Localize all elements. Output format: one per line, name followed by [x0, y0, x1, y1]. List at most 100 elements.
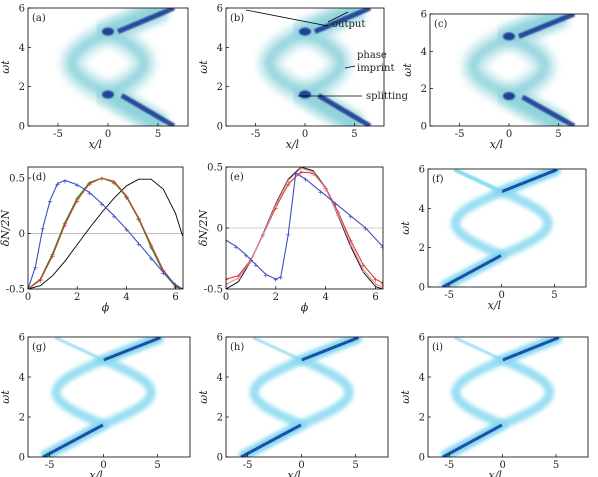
data-point: +: [380, 243, 386, 251]
y-tick-label: 2: [419, 243, 425, 254]
data-point: +: [260, 231, 266, 239]
panel-label: (f): [432, 174, 444, 185]
data-point: +: [335, 209, 341, 217]
x-tick-label: 0: [499, 460, 505, 471]
data-point: +: [293, 170, 299, 178]
data-point: +: [99, 201, 105, 209]
data-point: +: [373, 281, 379, 289]
density-cloud: [67, 8, 166, 126]
data-point: +: [50, 253, 56, 261]
splitting-point: [102, 27, 114, 36]
data-point: +: [40, 225, 46, 233]
data-point: +: [333, 201, 339, 209]
y-tick-label: 0.5: [207, 163, 223, 174]
x-tick-label: 0: [105, 129, 111, 140]
splitting-point: [503, 92, 515, 101]
data-point: +: [47, 197, 53, 205]
data-point: +: [243, 252, 249, 260]
data-point: +: [111, 213, 117, 221]
y-tick-label: 6: [217, 333, 223, 344]
x-tick-label: -5: [251, 129, 261, 140]
data-point: +: [55, 181, 61, 189]
y-tick-label: 6: [19, 4, 25, 15]
y-tick-label: 6: [421, 10, 427, 21]
data-point: +: [236, 273, 242, 281]
output-label: output: [332, 19, 365, 30]
axes-frame: [27, 336, 191, 458]
x-tick-label: -5: [455, 129, 465, 140]
data-point: +: [380, 280, 386, 288]
x-tick-label: 2: [273, 292, 279, 303]
data-point: +: [99, 175, 105, 183]
x-tick-label: 2: [74, 292, 80, 303]
density-cloud: [252, 337, 303, 362]
data-point: +: [25, 286, 31, 294]
x-tick-label: -5: [45, 460, 55, 471]
panel-label: (a): [32, 13, 46, 24]
output-pointer: [245, 9, 329, 27]
data-point: +: [87, 181, 93, 189]
y-tick-label: 6: [217, 4, 223, 15]
x-tick-label: 0: [499, 290, 505, 301]
data-point: +: [273, 204, 279, 212]
y-tick-label: -0.5: [6, 285, 25, 296]
x-tick-label: -5: [444, 460, 454, 471]
x-tick-label: 4: [123, 292, 129, 303]
data-point: +: [148, 255, 154, 263]
data-point: +: [74, 195, 80, 203]
y-tick-label: -0.5: [204, 285, 223, 296]
data-point: +: [32, 264, 38, 272]
data-point: +: [310, 169, 316, 177]
data-point: +: [298, 169, 304, 177]
y-tick-label: 2: [19, 413, 25, 424]
x-tick-label: 5: [555, 129, 561, 140]
data-point: +: [180, 286, 186, 294]
data-point: +: [160, 267, 166, 275]
data-point: +: [285, 231, 291, 239]
y-axis-label: ωt: [401, 63, 414, 77]
plot-area: ++++++++++++++++++++++++++++++++++++++++…: [25, 175, 186, 294]
data-point: +: [360, 262, 366, 270]
y-tick-label: 0: [419, 453, 425, 464]
x-axis-label: x/l: [490, 138, 504, 151]
axes-frame: [225, 336, 389, 458]
x-tick-label: 5: [351, 129, 357, 140]
x-tick-label: -5: [243, 460, 253, 471]
x-tick-label: 5: [154, 460, 160, 471]
dense-edge: [301, 337, 359, 362]
data-point: +: [310, 170, 316, 178]
panel-label: (e): [230, 172, 244, 183]
panel-g: -5 0 5 0 2 4 6 x/l ωt (g): [0, 333, 191, 477]
density-cloud: [453, 169, 503, 194]
data-point: +: [363, 225, 369, 233]
density-cloud: [454, 337, 504, 362]
x-axis-label: x/l: [88, 138, 102, 151]
density-cloud: [440, 337, 562, 457]
plot-area: [258, 8, 372, 126]
series-line-3: [226, 172, 383, 280]
data-point: +: [160, 269, 166, 277]
data-point: +: [253, 262, 259, 270]
y-tick-label: 4: [217, 373, 223, 384]
y-axis-label: ωt: [0, 60, 12, 74]
dense-edge: [501, 169, 558, 193]
y-axis-label: ωt: [399, 221, 412, 235]
data-point: +: [318, 188, 324, 196]
data-point: +: [74, 182, 80, 190]
axes-frame: [27, 166, 184, 290]
x-tick-label: 0: [506, 129, 512, 140]
x-axis-label: x/l: [287, 469, 301, 477]
axes-frame: [427, 168, 587, 288]
data-point: +: [223, 276, 229, 284]
data-point: +: [180, 286, 186, 294]
data-point: +: [123, 193, 129, 201]
x-tick-label: 0: [100, 460, 106, 471]
data-point: +: [111, 178, 117, 186]
data-point: +: [273, 202, 279, 210]
x-axis-label: ϕ: [102, 301, 110, 314]
splitting-point: [102, 90, 114, 99]
y-tick-label: 6: [419, 333, 425, 344]
panel-b: -5 0 5 0 2 4 6 x/l ωt (b): [197, 4, 385, 151]
y-axis-label: δN/2N: [0, 209, 12, 246]
splitting-point: [503, 32, 515, 41]
